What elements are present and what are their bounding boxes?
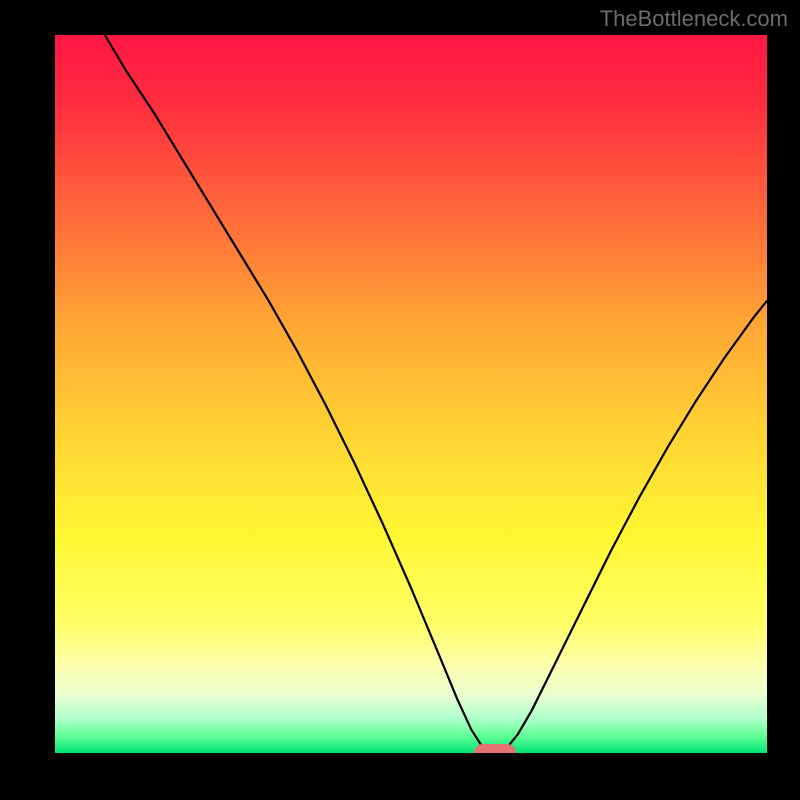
plot-area [55, 35, 767, 753]
plot-frame [0, 0, 800, 800]
curve-svg [55, 35, 767, 753]
chart-root: TheBottleneck.com [0, 0, 800, 800]
bottleneck-curve [105, 35, 767, 752]
optimal-marker [474, 744, 517, 753]
watermark-text: TheBottleneck.com [600, 6, 788, 32]
